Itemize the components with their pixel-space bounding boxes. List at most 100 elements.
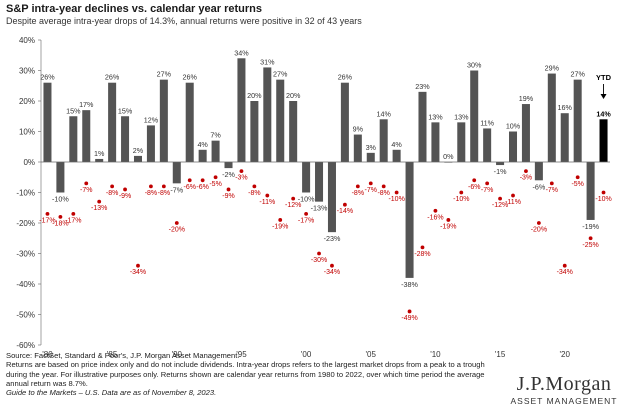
intra-year-decline-label: -10% (453, 196, 469, 203)
intra-year-decline-dot (136, 263, 140, 268)
logo-name: J.P.Morgan (516, 373, 612, 395)
annual-return-bar (405, 162, 414, 278)
intra-year-decline-dot (498, 196, 502, 201)
annual-return-label: 27% (157, 70, 172, 79)
footer-disclaimer-line-2: during the year. For illustrative purpos… (6, 369, 485, 379)
x-tick-label: '95 (236, 350, 247, 359)
intra-year-decline-dot (239, 169, 244, 174)
intra-year-decline-label: -12% (492, 202, 508, 209)
intra-year-decline-label: -17% (65, 217, 81, 224)
annual-return-bar (185, 82, 194, 162)
y-tick-label: 30% (19, 67, 35, 76)
annual-return-bar (289, 101, 298, 162)
annual-return-bar (470, 70, 479, 162)
x-tick-label: '20 (560, 350, 571, 359)
annual-return-bar (547, 73, 556, 162)
annual-return-bar (560, 113, 569, 162)
ytd-bar (599, 119, 608, 162)
intra-year-decline-dot (58, 215, 63, 219)
intra-year-decline-dot (588, 236, 593, 241)
footer-guide: Guide to the Markets – U.S. Data are as … (6, 388, 217, 398)
annual-return-bar (457, 122, 466, 162)
annual-return-label: 10% (506, 122, 521, 131)
y-tick-label: 10% (19, 128, 35, 137)
annual-return-label: 20% (247, 91, 262, 100)
annual-return-bar (353, 134, 362, 162)
footer-notes: Source: FactSet, Standard & Poor's, J.P.… (6, 351, 486, 397)
intra-year-decline-dot (407, 309, 412, 314)
intra-year-decline-dot (213, 175, 218, 180)
intra-year-decline-dot (330, 263, 334, 268)
annual-return-label: 17% (79, 100, 94, 109)
annual-return-label: -13% (311, 204, 328, 213)
annual-return-label: 4% (391, 140, 402, 149)
annual-return-label: 34% (234, 48, 249, 57)
annual-return-label: 19% (519, 94, 534, 103)
intra-year-decline-dot (149, 184, 153, 189)
intra-year-decline-dot (278, 218, 283, 222)
intra-year-decline-dot (575, 175, 580, 180)
y-tick-label: -40% (16, 280, 35, 289)
annual-return-label: 11% (480, 118, 494, 127)
intra-year-decline-label: -49% (401, 315, 417, 322)
intra-year-decline-label: -10% (595, 196, 611, 203)
annual-return-bar (43, 82, 52, 162)
intra-year-decline-label: -3% (235, 175, 247, 182)
intra-year-decline-dot (562, 263, 567, 268)
intra-year-decline-label: -13% (91, 205, 107, 212)
intra-year-decline-label: -19% (272, 223, 288, 230)
annual-return-label: 0% (443, 152, 454, 161)
intra-year-decline-label: -34% (130, 269, 146, 276)
annual-return-label: 27% (570, 70, 585, 79)
intra-year-decline-dot (304, 211, 309, 216)
annual-return-label: -10% (298, 195, 315, 204)
chart-title: S&P intra-year declines vs. calendar yea… (6, 3, 262, 15)
intra-year-decline-dot (97, 199, 102, 204)
intra-year-decline-label: -7% (365, 187, 377, 194)
y-tick-label: -20% (16, 219, 35, 228)
annual-return-label: -6% (532, 182, 545, 191)
y-tick-label: -30% (16, 250, 35, 259)
annual-return-bar (509, 131, 518, 162)
intra-year-decline-label: -3% (520, 175, 532, 182)
annual-return-bar (121, 116, 130, 162)
annual-return-bar (431, 122, 440, 162)
annual-return-label: 14% (376, 109, 391, 118)
intra-year-decline-dot (45, 211, 50, 216)
annual-return-bar (146, 125, 155, 162)
x-tick-label: '15 (495, 350, 506, 359)
x-tick-label: '05 (366, 350, 377, 359)
y-tick-label: 20% (19, 97, 35, 106)
intra-year-decline-dot (511, 193, 515, 198)
x-tick-label: '90 (172, 350, 183, 359)
intra-year-decline-dot (420, 245, 425, 250)
intra-year-decline-label: -14% (337, 208, 353, 215)
intra-year-decline-dot (84, 181, 89, 186)
y-tick-label: -50% (16, 311, 35, 320)
annual-return-bar (211, 140, 220, 162)
intra-year-decline-dot (459, 190, 464, 195)
intra-year-decline-label: -28% (414, 251, 430, 258)
annual-return-label: 13% (454, 112, 469, 121)
intra-year-decline-label: -11% (259, 199, 275, 206)
intra-year-decline-label: -18% (52, 220, 68, 227)
intra-year-decline-dot (524, 169, 528, 174)
annual-return-bar (340, 82, 349, 162)
intra-year-decline-label: -8% (352, 190, 364, 197)
annual-return-label: 23% (415, 82, 430, 91)
annual-return-bar (392, 149, 401, 162)
annual-return-label: 1% (94, 149, 105, 158)
intra-year-decline-dot (485, 181, 490, 186)
annual-return-bar (521, 104, 530, 162)
intra-year-decline-label: -6% (196, 184, 208, 191)
footer-disclaimer-line-1: Returns are based on price index only an… (6, 360, 485, 370)
intra-year-decline-label: -9% (222, 193, 234, 200)
intra-year-decline-dot (381, 184, 386, 189)
intra-year-decline-dot (317, 251, 321, 256)
annual-return-label: 15% (118, 106, 133, 115)
intra-year-decline-label: -7% (481, 187, 493, 194)
intra-year-decline-label: -8% (248, 190, 260, 197)
annual-return-bar (586, 162, 595, 220)
intra-year-decline-dot (265, 193, 270, 198)
